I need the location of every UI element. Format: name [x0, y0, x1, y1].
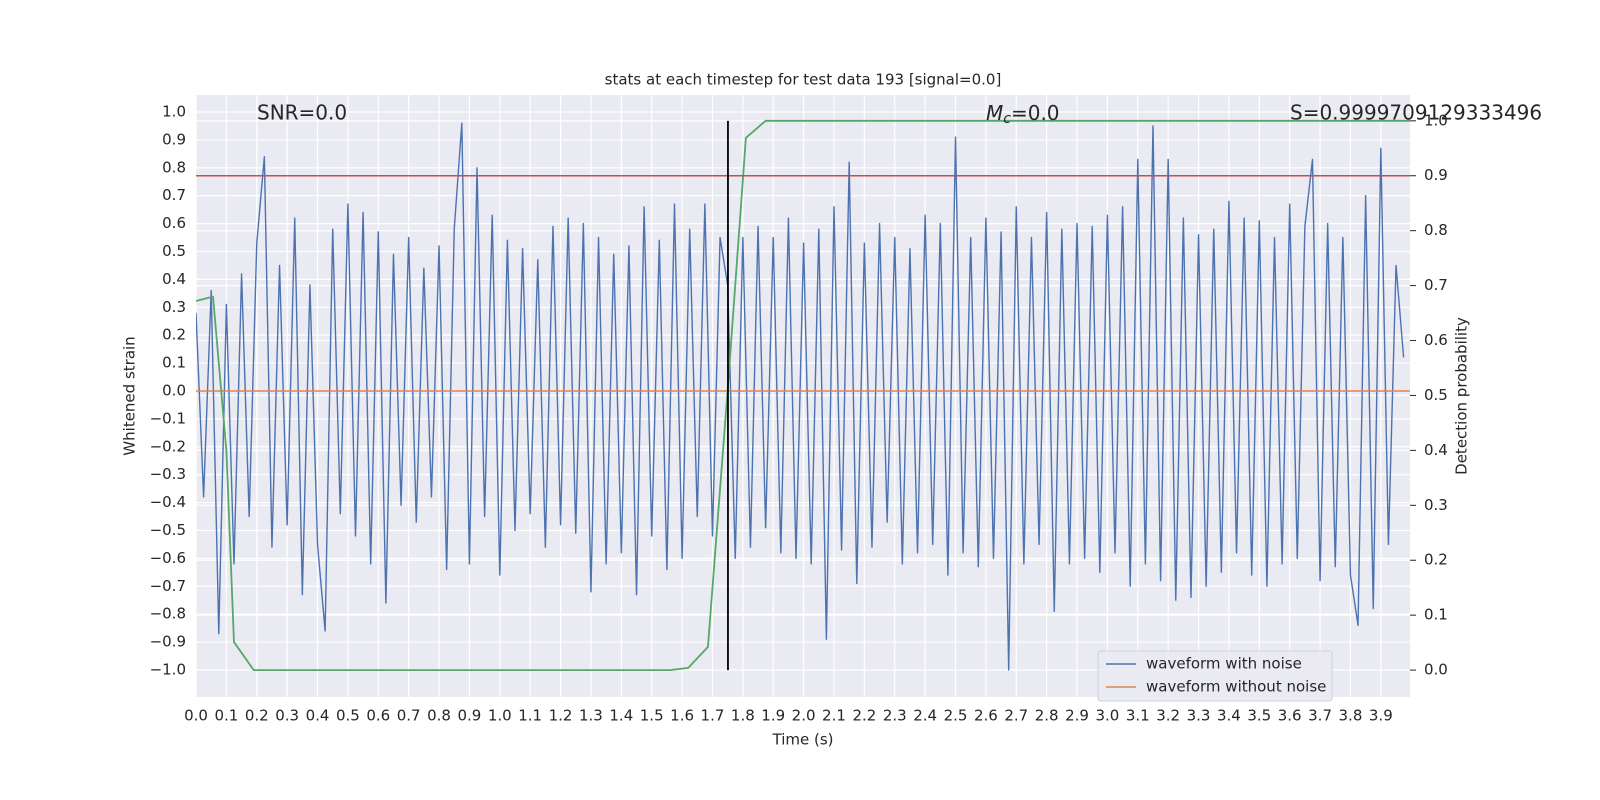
probability-line [196, 119, 1410, 671]
y-axis-label: Whitened strain [121, 336, 139, 455]
x-tick-label: 2.5 [944, 707, 968, 725]
y-tick-label: 0.7 [162, 186, 186, 204]
x-tick-label: 0.7 [397, 707, 421, 725]
y2-tick-label: 0.2 [1424, 551, 1448, 569]
snr-annotation: SNR=0.0 [257, 101, 347, 125]
x-tick-label: 0.8 [427, 707, 451, 725]
x-tick-label: 2.4 [913, 707, 937, 725]
mc-text: =0.0 [1011, 101, 1060, 125]
x-tick-label: 3.9 [1369, 707, 1393, 725]
x-tick-label: 2.9 [1065, 707, 1089, 725]
x-tick-label: 2.2 [852, 707, 876, 725]
y-tick-label: −0.9 [150, 633, 186, 651]
mc-annotation: Mc=0.0 [986, 101, 1060, 128]
legend-label: waveform without noise [1146, 678, 1326, 696]
x-tick-label: 0.0 [184, 707, 208, 725]
x-tick-label: 1.2 [549, 707, 573, 725]
y-tick-label: −1.0 [150, 660, 186, 678]
x-tick-label: 1.7 [701, 707, 725, 725]
y2-tick-label: 0.4 [1424, 441, 1448, 459]
y-tick-label: 0.6 [162, 214, 186, 232]
y-tick-label: −0.3 [150, 465, 186, 483]
x-tick-label: 1.5 [640, 707, 664, 725]
legend-box [1097, 650, 1333, 702]
y2-tick-label: 0.0 [1424, 661, 1448, 679]
x-tick-label: 3.4 [1217, 707, 1241, 725]
y-tick-label: −0.1 [150, 409, 186, 427]
y2-tick-label: 0.6 [1424, 331, 1448, 349]
mc-subscript: c [1003, 111, 1011, 127]
y2-tick-label: 0.1 [1424, 606, 1448, 624]
y-tick-label: 0.8 [162, 158, 186, 176]
y2-tick-label: 0.5 [1424, 386, 1448, 404]
y2-axis-label: Detection probability [1453, 317, 1471, 475]
x-tick-label: 0.1 [214, 707, 238, 725]
y-tick-label: 0.9 [162, 130, 186, 148]
x-tick-label: 2.7 [1004, 707, 1028, 725]
x-tick-label: 0.2 [245, 707, 269, 725]
x-tick-label: 3.5 [1247, 707, 1271, 725]
x-tick-label: 1.1 [518, 707, 542, 725]
y-tick-label: 0.0 [162, 381, 186, 399]
x-tick-label: 3.6 [1278, 707, 1302, 725]
x-tick-label: 2.8 [1035, 707, 1059, 725]
y-tick-label: 0.2 [162, 326, 186, 344]
x-tick-label: 1.9 [761, 707, 785, 725]
y-tick-label: −0.2 [150, 437, 186, 455]
x-tick-label: 0.4 [306, 707, 330, 725]
x-tick-label: 0.3 [275, 707, 299, 725]
x-tick-label: 2.6 [974, 707, 998, 725]
series-line [196, 122, 1405, 671]
x-tick-label: 3.7 [1308, 707, 1332, 725]
y-tick-label: −0.5 [150, 521, 186, 539]
y2-tick-label: 0.7 [1424, 276, 1448, 294]
x-tick-label: 3.1 [1126, 707, 1150, 725]
x-tick-label: 3.2 [1156, 707, 1180, 725]
y-tick-label: −0.7 [150, 577, 186, 595]
y-tick-label: −0.4 [150, 493, 186, 511]
x-tick-label: 3.8 [1339, 707, 1363, 725]
x-tick-label: 1.3 [579, 707, 603, 725]
y2-tick-label: 0.3 [1424, 496, 1448, 514]
x-tick-label: 1.8 [731, 707, 755, 725]
x-tick-label: 3.3 [1187, 707, 1211, 725]
x-axis-label: Time (s) [772, 731, 834, 749]
y-tick-label: 0.4 [162, 270, 186, 288]
x-tick-label: 1.6 [670, 707, 694, 725]
chart-title: stats at each timestep for test data 193… [605, 71, 1002, 89]
x-tick-label: 0.9 [457, 707, 481, 725]
y-tick-label: 0.5 [162, 242, 186, 260]
y2-tick-label: 0.8 [1424, 221, 1448, 239]
x-tick-label: 2.1 [822, 707, 846, 725]
mc-symbol: M [986, 101, 1003, 125]
x-tick-label: 1.4 [609, 707, 633, 725]
x-tick-label: 2.3 [883, 707, 907, 725]
y2-tick-label: 0.9 [1424, 166, 1448, 184]
s-annotation: S=0.9999709129333496 [1290, 101, 1542, 125]
y-tick-label: −0.8 [150, 605, 186, 623]
y-tick-label: −0.6 [150, 549, 186, 567]
y-tick-label: 1.0 [162, 103, 186, 121]
y-tick-label: 0.1 [162, 354, 186, 372]
x-tick-label: 3.0 [1095, 707, 1119, 725]
x-tick-label: 2.0 [792, 707, 816, 725]
legend-label: waveform with noise [1146, 655, 1302, 673]
x-tick-label: 1.0 [488, 707, 512, 725]
y-tick-label: 0.3 [162, 298, 186, 316]
x-tick-label: 0.5 [336, 707, 360, 725]
y2-tick-label: 1.0 [1424, 111, 1448, 129]
x-tick-label: 0.6 [366, 707, 390, 725]
